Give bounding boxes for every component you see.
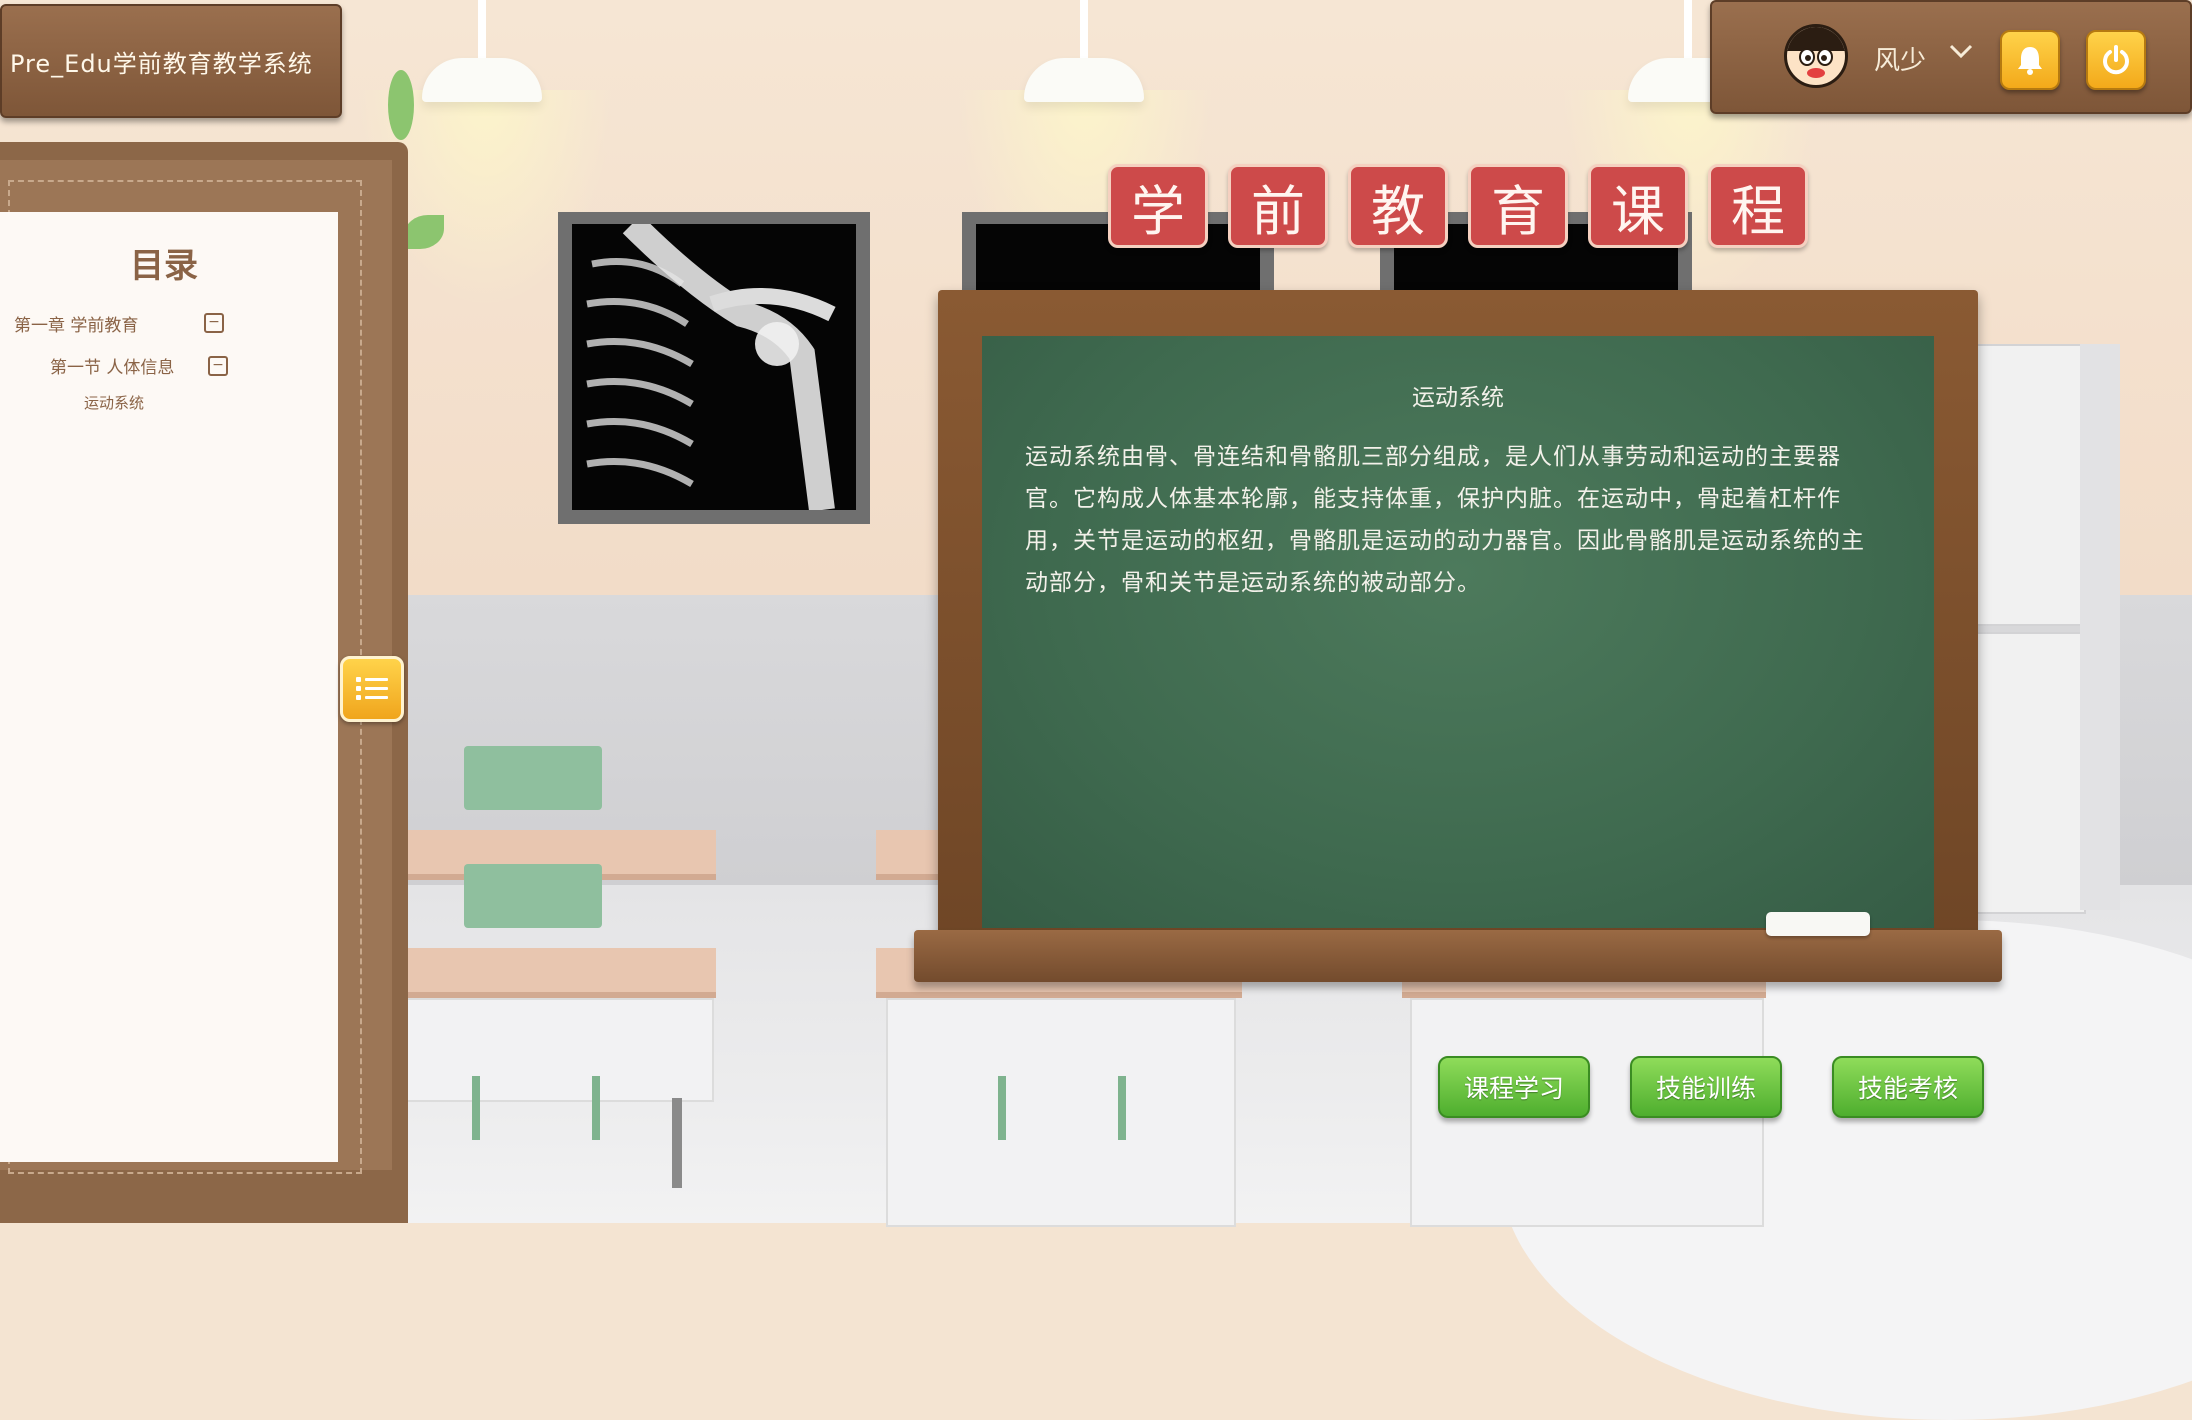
board-content: 运动系统由骨、骨连结和骨骼肌三部分组成，是人们从事劳动和运动的主要器官。它构成人… <box>1025 444 1865 596</box>
chalkboard <box>982 336 1934 928</box>
locker-side <box>2080 344 2120 910</box>
desk-leg <box>672 1098 682 1188</box>
course-title-char: 教 <box>1348 164 1448 248</box>
chair-back <box>464 864 602 928</box>
lamp-rod <box>478 0 486 60</box>
toc-title: 目录 <box>130 246 198 286</box>
toc-item-chapter[interactable]: 第一章 学前教育 <box>14 316 139 336</box>
list-icon <box>356 677 388 700</box>
avatar[interactable] <box>1784 24 1848 88</box>
shoulder-xray-icon <box>586 224 836 510</box>
collapse-icon[interactable]: − <box>208 356 228 376</box>
locker-bottom <box>1972 632 2086 914</box>
bell-icon <box>2018 47 2042 75</box>
desk-top <box>400 948 716 998</box>
chair-leg <box>592 1076 600 1140</box>
chair-back <box>464 746 602 810</box>
locker-top <box>1972 344 2086 626</box>
toc-toggle-button[interactable] <box>340 656 404 722</box>
course-title-char: 学 <box>1108 164 1208 248</box>
course-title-char: 课 <box>1588 164 1688 248</box>
username[interactable]: 风少 <box>1874 46 1927 76</box>
toc-item-topic[interactable]: 运动系统 <box>84 394 145 412</box>
xray-poster-pelvis <box>962 212 1274 304</box>
xray-poster-shoulder <box>558 212 870 524</box>
power-button[interactable] <box>2086 30 2146 90</box>
board-title: 运动系统 <box>1412 385 1504 411</box>
skill-training-button[interactable]: 技能训练 <box>1630 1056 1782 1118</box>
skill-assessment-button[interactable]: 技能考核 <box>1832 1056 1984 1118</box>
ceiling-lamp <box>422 58 542 102</box>
collapse-icon[interactable]: − <box>204 313 224 333</box>
desk-body <box>886 998 1236 1227</box>
desk-body <box>400 998 714 1102</box>
ceiling-lamp <box>1024 58 1144 102</box>
title-plank <box>0 4 342 118</box>
lamp-rod <box>1684 0 1692 60</box>
notifications-button[interactable] <box>2000 30 2060 90</box>
course-title-char: 程 <box>1708 164 1808 248</box>
chalkboard-eraser <box>1766 912 1870 936</box>
chalkboard-ledge <box>914 930 2002 982</box>
plant-leaf <box>388 70 414 140</box>
chevron-down-icon[interactable] <box>1948 38 1974 71</box>
power-icon <box>2103 45 2129 75</box>
sidebar-paper <box>0 212 338 1162</box>
course-title-char: 育 <box>1468 164 1568 248</box>
lamp-rod <box>1080 0 1088 60</box>
course-title-char: 前 <box>1228 164 1328 248</box>
cartoon-avatar-icon <box>1787 27 1845 78</box>
toc-item-section[interactable]: 第一节 人体信息 <box>50 358 175 378</box>
chair-leg <box>998 1076 1006 1140</box>
chair-leg <box>1118 1076 1126 1140</box>
chair-leg <box>472 1076 480 1140</box>
course-study-button[interactable]: 课程学习 <box>1438 1056 1590 1118</box>
app-title: Pre_Edu学前教育教学系统 <box>10 50 313 78</box>
